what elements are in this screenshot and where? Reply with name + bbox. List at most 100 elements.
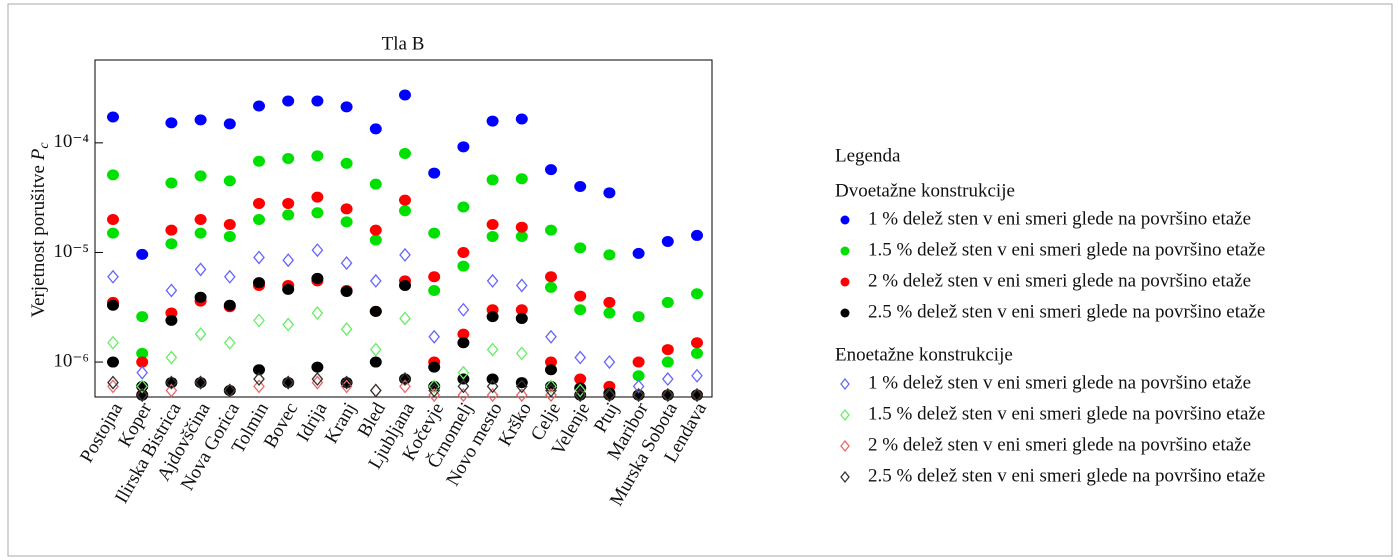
point xyxy=(545,271,557,283)
point xyxy=(311,306,324,321)
point xyxy=(194,213,207,225)
point xyxy=(340,216,353,228)
point xyxy=(574,350,587,365)
legend-marker xyxy=(840,377,850,391)
point xyxy=(515,379,528,394)
point xyxy=(369,305,382,317)
point xyxy=(369,342,382,357)
point xyxy=(545,356,557,368)
point xyxy=(311,243,324,258)
point xyxy=(603,355,616,370)
point xyxy=(282,375,295,390)
point xyxy=(457,328,470,340)
legend-marker xyxy=(840,439,850,453)
point xyxy=(457,141,470,153)
point xyxy=(399,247,411,262)
point xyxy=(165,177,178,189)
point xyxy=(515,221,528,233)
point xyxy=(194,227,207,239)
point xyxy=(515,312,528,324)
legend-label: 1.5 % delež sten v eni smeri glede na po… xyxy=(868,239,1265,260)
point xyxy=(691,388,703,403)
point xyxy=(136,311,149,323)
point xyxy=(603,388,616,403)
point xyxy=(661,388,674,403)
point xyxy=(253,313,265,328)
point xyxy=(253,100,265,112)
point xyxy=(223,383,236,398)
point xyxy=(253,213,265,225)
point xyxy=(369,356,382,368)
point xyxy=(194,327,207,342)
point xyxy=(691,288,703,300)
point xyxy=(165,224,178,236)
point xyxy=(457,260,470,272)
point xyxy=(399,89,411,101)
point xyxy=(107,169,119,181)
point xyxy=(632,356,645,368)
point xyxy=(661,356,674,368)
point xyxy=(369,224,382,236)
point xyxy=(282,317,295,332)
point xyxy=(223,175,236,187)
point xyxy=(515,377,528,389)
point xyxy=(457,302,470,317)
point xyxy=(107,111,119,123)
point xyxy=(282,95,295,107)
chart-title: Tla B xyxy=(382,33,425,54)
point xyxy=(282,209,295,221)
point xyxy=(253,372,265,387)
point xyxy=(340,203,353,215)
point xyxy=(486,218,499,230)
point xyxy=(340,256,353,271)
point xyxy=(457,337,470,349)
legend-marker xyxy=(840,215,850,225)
point xyxy=(515,388,528,403)
point xyxy=(603,296,616,308)
legend-label: 2 % delež sten v eni smeri glede na povr… xyxy=(868,270,1251,291)
y-tick-label: 10⁻⁴ xyxy=(53,131,89,152)
point xyxy=(253,277,265,289)
legend-marker xyxy=(840,408,850,422)
legend-marker xyxy=(840,246,850,256)
point xyxy=(136,365,149,380)
point xyxy=(691,368,703,383)
point xyxy=(632,370,645,382)
point xyxy=(165,238,178,250)
y-tick-label: 10⁻⁵ xyxy=(53,241,89,262)
point xyxy=(369,178,382,190)
legend-label: 2 % delež sten v eni smeri glede na povr… xyxy=(868,434,1251,455)
point xyxy=(369,273,382,288)
point xyxy=(136,356,149,368)
point xyxy=(661,235,674,247)
point xyxy=(428,379,441,394)
point xyxy=(311,361,324,373)
point xyxy=(223,299,236,311)
point xyxy=(311,95,324,107)
point xyxy=(107,299,119,311)
y-label-subscript: c xyxy=(37,142,52,149)
point xyxy=(691,347,703,359)
point xyxy=(165,283,178,298)
legend-label: 2.5 % delež sten v eni smeri glede na po… xyxy=(868,301,1265,322)
legend-label: 1.5 % delež sten v eni smeri glede na po… xyxy=(868,403,1265,424)
point xyxy=(399,311,411,326)
point xyxy=(223,335,236,350)
point xyxy=(632,388,645,403)
point xyxy=(545,281,557,293)
y-tick-label: 10⁻⁶ xyxy=(53,350,89,371)
point xyxy=(311,272,324,284)
point xyxy=(603,187,616,199)
point xyxy=(253,364,265,376)
legend-group-title: Dvoetažne konstrukcije xyxy=(835,180,1015,201)
point xyxy=(165,314,178,326)
point xyxy=(399,372,411,387)
point xyxy=(165,350,178,365)
point xyxy=(253,197,265,209)
point xyxy=(486,230,499,242)
point xyxy=(282,197,295,209)
point xyxy=(282,152,295,164)
point xyxy=(399,379,411,394)
legend-group-title: Enoetažne konstrukcije xyxy=(835,344,1013,365)
legend-label: 1 % delež sten v eni smeri glede na povr… xyxy=(868,208,1251,229)
